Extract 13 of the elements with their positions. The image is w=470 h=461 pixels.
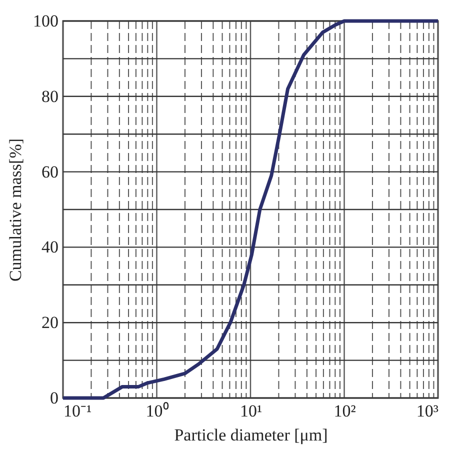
y-tick-label: 100: [33, 12, 58, 30]
y-tick-label: 80: [42, 86, 58, 106]
y-axis-title: Cumulative mass[%]: [6, 138, 25, 282]
x-tick-label: 10⁻¹: [64, 402, 92, 420]
x-tick-label: 10⁰: [146, 402, 169, 420]
y-tick-label: 0: [50, 388, 58, 408]
x-tick-label: 10²: [334, 402, 356, 420]
y-tick-label: 60: [42, 162, 58, 182]
x-tick-label: 10¹: [240, 402, 262, 420]
y-tick-label: 40: [42, 238, 58, 257]
x-axis-title: Particle diameter [μm]: [174, 426, 328, 444]
x-tick-label: 10³: [416, 402, 438, 420]
y-tick-label: 20: [42, 313, 58, 332]
